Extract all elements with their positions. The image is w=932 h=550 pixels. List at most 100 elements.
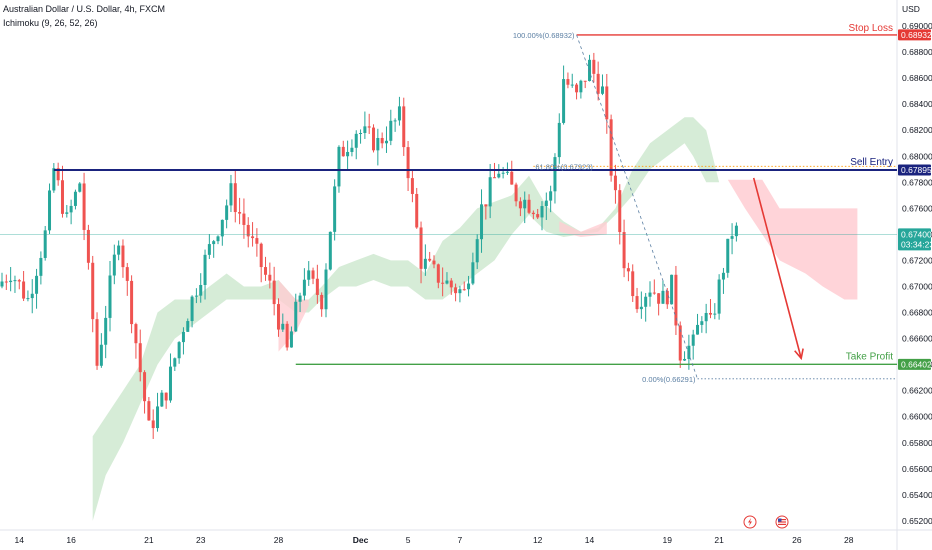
candle-body: [687, 345, 691, 359]
y-tick-label: 0.65600: [902, 464, 932, 474]
candle-body: [553, 157, 557, 192]
x-tick-label: 12: [533, 535, 543, 545]
candle-body: [212, 241, 216, 245]
candle-body: [596, 73, 600, 94]
candle-body: [372, 127, 376, 151]
x-tick-label: 5: [406, 535, 411, 545]
candle-body: [376, 137, 380, 151]
candle-body: [35, 275, 39, 294]
candle-body: [225, 205, 229, 220]
candle-body: [622, 232, 626, 269]
candle-body: [95, 319, 99, 366]
indicator-legend: Ichimoku (9, 26, 52, 26): [3, 18, 98, 28]
y-tick-label: 0.69000: [902, 21, 932, 31]
sell-arrow-head: [794, 348, 804, 361]
candle-body: [65, 212, 69, 214]
candle-body: [190, 296, 194, 322]
us-flag-icon[interactable]: [775, 515, 789, 529]
candle-body: [618, 190, 622, 233]
y-tick-label: 0.65800: [902, 438, 932, 448]
candle-body: [346, 151, 350, 157]
candle-body: [726, 238, 730, 273]
fib-618-label: 61.80%(0.67923): [535, 162, 593, 171]
candle-body: [91, 262, 95, 320]
candle-body: [713, 313, 717, 315]
candle-body: [549, 191, 553, 201]
candle-body: [242, 213, 246, 225]
currency-label: USD: [902, 4, 920, 14]
candle-body: [557, 122, 561, 158]
candle-body: [389, 120, 393, 141]
fib-0-label: 0.00%(0.66291): [642, 375, 696, 384]
candle-body: [307, 270, 311, 280]
candle-body: [156, 406, 160, 429]
candle-body: [207, 244, 211, 255]
y-tick-label: 0.66600: [902, 334, 932, 344]
candle-body: [117, 245, 121, 255]
take-profit-label: Take Profit: [846, 351, 893, 362]
y-tick-label: 0.66000: [902, 412, 932, 422]
candle-body: [631, 271, 635, 297]
candle-body: [639, 306, 643, 310]
candle-body: [99, 344, 103, 366]
x-tick-label: 16: [66, 535, 76, 545]
y-tick-label: 0.67800: [902, 177, 932, 187]
candle-body: [177, 342, 181, 359]
candle-body: [17, 280, 21, 282]
candle-body: [449, 280, 453, 288]
candle-body: [43, 230, 47, 258]
candle-body: [82, 183, 86, 230]
x-tick-label: 23: [196, 535, 206, 545]
candle-body: [583, 80, 587, 82]
candle-body: [384, 140, 388, 144]
candle-body: [480, 204, 484, 240]
candle-body: [648, 292, 652, 297]
candle-body: [168, 366, 172, 401]
candle-body: [302, 279, 306, 296]
candle-body: [341, 146, 345, 157]
candle-body: [259, 243, 263, 268]
candle-body: [484, 204, 488, 207]
candle-body: [9, 280, 13, 283]
stop-loss-tag-bg: [898, 29, 931, 41]
candle-body: [678, 325, 682, 361]
candle-body: [613, 175, 617, 191]
candle-body: [268, 274, 272, 281]
candle-body: [367, 126, 371, 128]
candle-body: [683, 358, 687, 361]
sell-entry-label: Sell Entry: [850, 157, 893, 168]
candle-body: [708, 312, 712, 315]
candle-body: [181, 331, 185, 343]
countdown-tag: 03:34:23: [901, 239, 932, 249]
y-tick-label: 0.68600: [902, 73, 932, 83]
candle-body: [121, 245, 125, 268]
candle-body: [104, 317, 108, 345]
trade-levels: [0, 34, 897, 380]
x-tick-label: 28: [844, 535, 854, 545]
lightning-icon[interactable]: [743, 515, 757, 529]
take-profit-tag-bg: [898, 358, 931, 370]
x-tick-label: 21: [714, 535, 724, 545]
candle-body: [721, 272, 725, 280]
candle-body: [609, 119, 613, 176]
candle-body: [276, 304, 280, 330]
candle-body: [497, 173, 501, 178]
price-axis-area[interactable]: [897, 0, 932, 550]
candle-body: [78, 183, 82, 192]
candle-body: [691, 334, 695, 346]
candle-body: [734, 225, 738, 237]
candle-body: [402, 106, 406, 148]
candle-body: [289, 331, 293, 348]
candle-body: [592, 59, 596, 74]
candle-body: [410, 178, 414, 194]
x-tick-label: Dec: [353, 535, 369, 545]
candle-body: [661, 290, 665, 304]
sell-entry-tag-bg: [898, 164, 931, 176]
candle-body: [333, 186, 337, 232]
candle-body: [652, 292, 656, 294]
candle-body: [86, 229, 90, 263]
candle-body: [22, 281, 26, 299]
candle-body: [527, 199, 531, 213]
candle-body: [272, 280, 276, 305]
